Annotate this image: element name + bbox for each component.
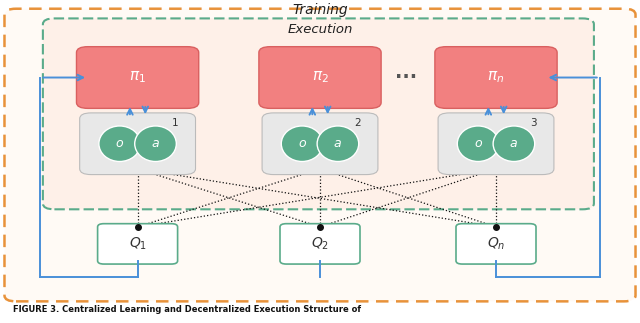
Text: $\pi_2$: $\pi_2$ <box>312 70 328 85</box>
FancyBboxPatch shape <box>259 47 381 109</box>
FancyBboxPatch shape <box>43 18 594 209</box>
FancyBboxPatch shape <box>456 224 536 264</box>
Text: Training: Training <box>292 3 348 17</box>
FancyBboxPatch shape <box>280 224 360 264</box>
FancyBboxPatch shape <box>4 9 636 301</box>
Text: 3: 3 <box>531 118 538 128</box>
Ellipse shape <box>317 126 359 162</box>
Ellipse shape <box>99 126 141 162</box>
Text: $Q_1$: $Q_1$ <box>129 236 147 252</box>
FancyBboxPatch shape <box>97 224 177 264</box>
Text: $o$: $o$ <box>474 137 483 150</box>
Text: FIGURE 3. Centralized Learning and Decentralized Execution Structure of: FIGURE 3. Centralized Learning and Decen… <box>13 305 361 314</box>
Ellipse shape <box>457 126 499 162</box>
Text: $a$: $a$ <box>151 137 160 150</box>
Ellipse shape <box>282 126 323 162</box>
FancyBboxPatch shape <box>80 113 196 174</box>
FancyBboxPatch shape <box>77 47 198 109</box>
Text: $o$: $o$ <box>115 137 124 150</box>
Text: ···: ··· <box>396 68 417 87</box>
FancyBboxPatch shape <box>262 113 378 174</box>
Text: $\pi_n$: $\pi_n$ <box>488 70 504 85</box>
Ellipse shape <box>493 126 535 162</box>
Text: Execution: Execution <box>287 23 353 36</box>
Text: 1: 1 <box>172 118 179 128</box>
Ellipse shape <box>134 126 177 162</box>
Text: $\pi_1$: $\pi_1$ <box>129 70 146 85</box>
FancyBboxPatch shape <box>435 47 557 109</box>
Text: $o$: $o$ <box>298 137 307 150</box>
Text: $Q_2$: $Q_2$ <box>311 236 329 252</box>
FancyBboxPatch shape <box>438 113 554 174</box>
Text: $a$: $a$ <box>509 137 518 150</box>
Text: 2: 2 <box>355 118 361 128</box>
Text: $Q_n$: $Q_n$ <box>487 236 505 252</box>
Text: $a$: $a$ <box>333 137 342 150</box>
